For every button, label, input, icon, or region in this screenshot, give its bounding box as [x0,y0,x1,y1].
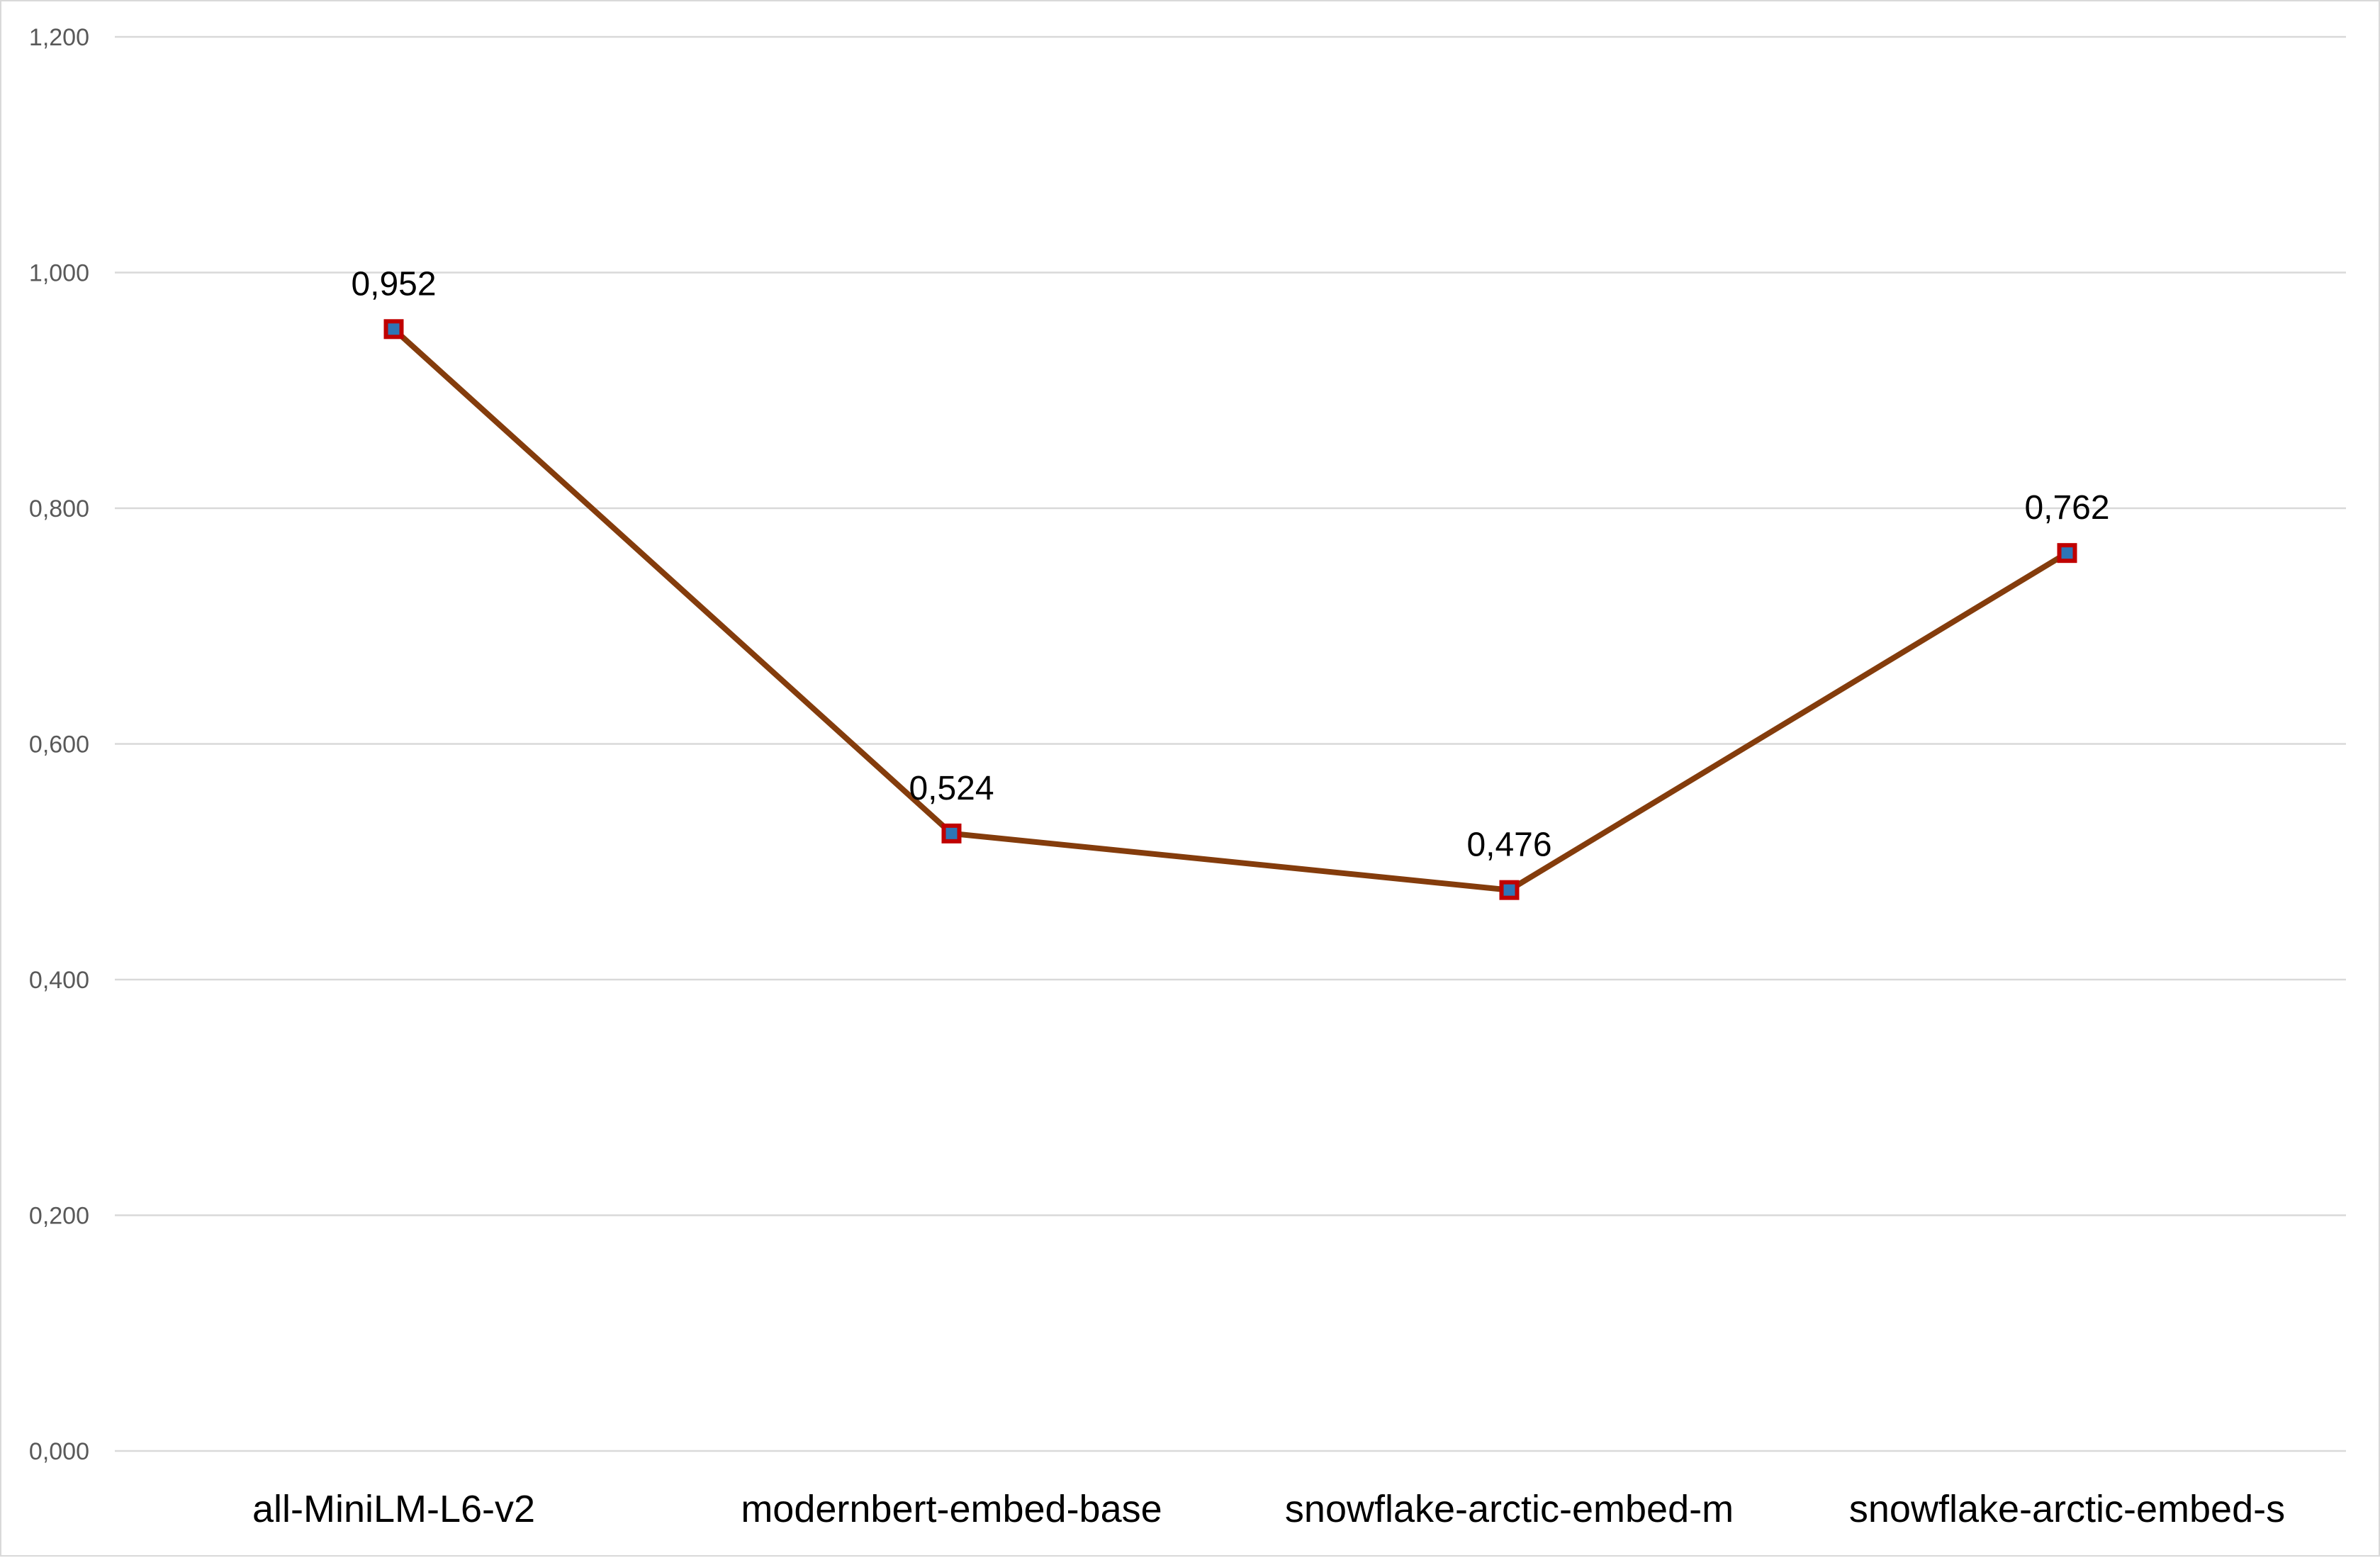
data-label: 0,952 [351,265,436,303]
y-tick-label: 1,000 [29,260,89,287]
y-tick-label: 0,200 [29,1203,89,1230]
series-marker-layer [383,319,2077,900]
data-label-layer: 0,952 0,524 0,476 0,762 [351,265,2109,863]
series-line-layer [391,326,2070,893]
y-tick-label: 0,400 [29,967,89,994]
x-category-label: modernbert-embed-base [741,1488,1162,1530]
y-axis-tick-labels: 0,000 0,200 0,400 0,600 0,800 1,000 1,200 [29,24,89,1465]
data-label: 0,762 [2024,489,2109,527]
data-point-marker [383,319,404,340]
y-tick-label: 0,600 [29,732,89,758]
data-point-marker [941,823,962,844]
x-category-label: snowflake-arctic-embed-s [1849,1488,2285,1530]
x-axis-category-labels: all-MiniLM-L6-v2 modernbert-embed-base sno… [252,1488,2285,1530]
data-label: 0,524 [909,770,994,807]
y-tick-label: 0,800 [29,495,89,522]
series-line [391,326,2070,893]
y-tick-label: 1,200 [29,24,89,51]
data-point-marker [2057,543,2077,564]
data-label: 0,476 [1466,826,1551,864]
y-tick-label: 0,000 [29,1438,89,1465]
x-category-label: all-MiniLM-L6-v2 [252,1488,535,1530]
x-category-label: snowflake-arctic-embed-m [1285,1488,1734,1530]
data-point-marker [1499,880,1520,900]
gridlines [115,35,2346,1452]
